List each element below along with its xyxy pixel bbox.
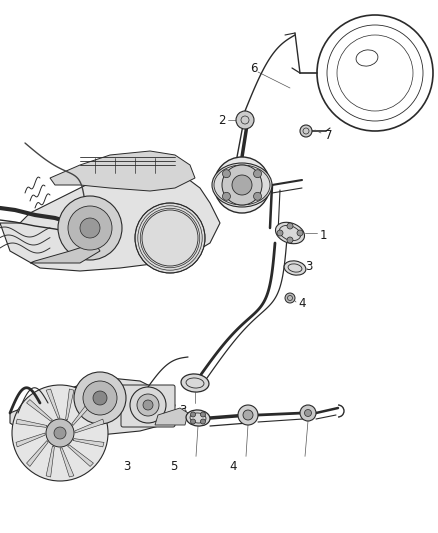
Text: 4: 4 — [228, 460, 236, 473]
Polygon shape — [75, 419, 104, 433]
Polygon shape — [50, 151, 194, 191]
Text: 2: 2 — [218, 114, 225, 126]
Circle shape — [299, 405, 315, 421]
Circle shape — [93, 391, 107, 405]
Circle shape — [222, 192, 230, 200]
Circle shape — [286, 237, 292, 243]
Ellipse shape — [186, 410, 209, 426]
Polygon shape — [30, 243, 100, 263]
Text: 3: 3 — [304, 260, 312, 272]
Polygon shape — [46, 389, 60, 418]
Circle shape — [253, 169, 261, 177]
Polygon shape — [72, 400, 93, 425]
Circle shape — [143, 400, 153, 410]
Circle shape — [200, 419, 205, 424]
Circle shape — [54, 427, 66, 439]
Text: 3: 3 — [179, 405, 186, 417]
Circle shape — [80, 218, 100, 238]
Polygon shape — [155, 408, 187, 425]
Circle shape — [222, 165, 261, 205]
Circle shape — [190, 412, 195, 417]
Circle shape — [304, 409, 311, 416]
Polygon shape — [16, 433, 45, 447]
Circle shape — [253, 192, 261, 200]
Circle shape — [190, 419, 195, 424]
Polygon shape — [0, 165, 219, 271]
Text: 7: 7 — [324, 128, 332, 141]
Polygon shape — [16, 419, 47, 427]
Text: 3: 3 — [124, 460, 131, 473]
Circle shape — [12, 385, 108, 481]
Circle shape — [68, 206, 112, 250]
Polygon shape — [46, 446, 54, 477]
Circle shape — [222, 169, 230, 177]
Circle shape — [137, 394, 159, 416]
Circle shape — [135, 203, 205, 273]
Polygon shape — [65, 389, 74, 420]
Circle shape — [74, 372, 126, 424]
Circle shape — [284, 293, 294, 303]
Circle shape — [213, 157, 269, 213]
Text: 6: 6 — [249, 61, 257, 75]
Circle shape — [297, 230, 302, 236]
Circle shape — [299, 125, 311, 137]
Polygon shape — [73, 439, 104, 447]
Polygon shape — [26, 400, 53, 421]
Text: 4: 4 — [297, 296, 305, 310]
Polygon shape — [10, 378, 175, 438]
Text: 5: 5 — [170, 460, 177, 473]
Circle shape — [223, 167, 259, 203]
Circle shape — [233, 177, 249, 193]
Polygon shape — [67, 445, 93, 466]
FancyBboxPatch shape — [121, 385, 175, 427]
Ellipse shape — [180, 374, 208, 392]
Circle shape — [46, 419, 74, 447]
Circle shape — [237, 405, 258, 425]
Circle shape — [236, 111, 254, 129]
Circle shape — [83, 381, 117, 415]
Circle shape — [58, 196, 122, 260]
Ellipse shape — [283, 261, 305, 275]
Polygon shape — [60, 448, 74, 477]
Ellipse shape — [275, 222, 304, 244]
Polygon shape — [26, 440, 48, 466]
Text: 1: 1 — [319, 229, 327, 241]
Circle shape — [231, 175, 251, 195]
Ellipse shape — [212, 163, 272, 207]
Circle shape — [200, 412, 205, 417]
Circle shape — [130, 387, 166, 423]
Circle shape — [286, 223, 292, 229]
Circle shape — [276, 230, 283, 236]
Circle shape — [243, 410, 252, 420]
